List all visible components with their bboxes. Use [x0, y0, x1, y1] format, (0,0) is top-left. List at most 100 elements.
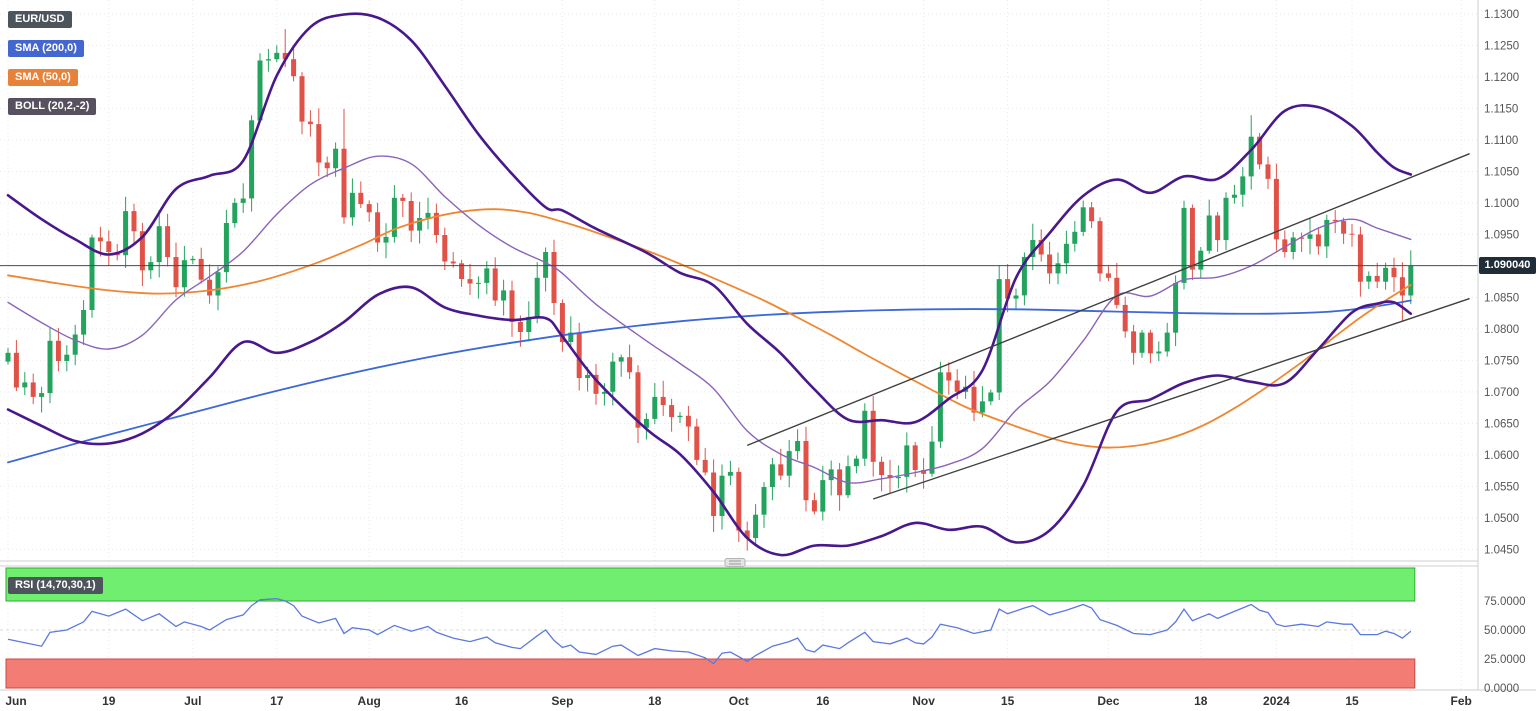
time-tick-label: 18: [1194, 694, 1208, 708]
rsi-axis[interactable]: 75.0000 50.0000 25.0000 0.0000: [1484, 596, 1526, 695]
candle-body: [1047, 254, 1053, 274]
symbol-badge[interactable]: EUR/USD: [8, 11, 72, 28]
candle-body: [971, 386, 977, 413]
candle-body: [517, 321, 523, 332]
candle-body: [694, 426, 700, 460]
candle-body: [408, 201, 414, 231]
rsi-tick-label: 75.0000: [1484, 596, 1526, 608]
candle-body: [1105, 273, 1111, 278]
candle-body: [55, 340, 61, 361]
candle-body: [1223, 197, 1229, 240]
candle-body: [568, 332, 574, 342]
time-tick-label: 15: [1001, 694, 1015, 708]
boll-legend-badge[interactable]: BOLL (20,2,-2): [8, 98, 97, 115]
sma200-legend-badge[interactable]: SMA (200,0): [8, 40, 84, 57]
candle-body: [13, 352, 19, 388]
candle-body: [232, 202, 238, 224]
candle-body: [1366, 275, 1372, 282]
candle-body: [97, 237, 103, 242]
candle-body: [1248, 136, 1254, 177]
candle-body: [795, 441, 801, 452]
candlestick-series[interactable]: [5, 29, 1414, 551]
candle-body: [148, 262, 154, 271]
candle-body: [702, 459, 708, 473]
candle-body: [1349, 233, 1355, 235]
candle-body: [207, 279, 213, 296]
time-axis[interactable]: Jun 19 Jul 17 Aug 16 Sep 18 Oct 16 Nov 15 Dec 18 2024 1…: [5, 694, 1472, 708]
panel-resize-handle[interactable]: [724, 558, 746, 567]
rsi-line: [7, 598, 1412, 665]
candle-body: [669, 405, 675, 418]
candle-body: [299, 76, 305, 122]
candle-body: [72, 334, 78, 355]
candle-body: [106, 241, 112, 252]
candle-body: [837, 469, 843, 496]
candle-body: [282, 52, 288, 60]
candle-body: [727, 471, 733, 476]
price-tick-label: 1.1150: [1484, 103, 1518, 115]
candle-body: [181, 260, 187, 288]
sma50-legend-badge[interactable]: SMA (50,0): [8, 69, 78, 86]
candle-body: [534, 277, 540, 317]
candle-body: [484, 268, 490, 283]
rsi-legend-badge[interactable]: RSI (14,70,30,1): [8, 577, 103, 594]
price-tick-label: 1.0600: [1484, 450, 1519, 462]
candle-body: [1257, 136, 1263, 165]
candle-body: [383, 236, 389, 243]
candle-body: [1097, 221, 1103, 274]
sma200-line: [7, 299, 1412, 464]
candle-body: [1189, 207, 1195, 270]
boll-lower-band-line: [6, 285, 1413, 557]
time-tick-label: Jun: [5, 694, 26, 708]
price-tick-label: 1.0800: [1484, 324, 1519, 336]
candle-body: [22, 382, 28, 388]
candle-body: [1114, 277, 1120, 305]
candle-body: [1080, 207, 1086, 232]
time-tick-label: 16: [816, 694, 830, 708]
rsi-tick-label: 50.0000: [1484, 625, 1526, 637]
candle-body: [753, 514, 759, 538]
price-tick-label: 1.1050: [1484, 166, 1519, 178]
trendline-2[interactable]: [872, 297, 1470, 500]
candle-body: [853, 458, 859, 467]
candle-body: [123, 211, 129, 256]
candle-body: [433, 212, 439, 235]
candle-body: [526, 316, 532, 332]
rsi-overbought-zone: [5, 567, 1416, 602]
candle-body: [1341, 221, 1347, 234]
candle-body: [316, 124, 322, 163]
candle-body: [887, 475, 893, 479]
rsi-oversold-zone: [5, 658, 1416, 689]
candle-body: [744, 530, 750, 539]
candle-body: [946, 372, 952, 381]
price-tick-label: 1.1200: [1484, 72, 1519, 84]
candle-body: [1391, 267, 1397, 278]
candle-body: [1030, 240, 1036, 257]
candle-body: [643, 419, 649, 428]
price-tick-label: 1.0650: [1484, 418, 1519, 430]
candle-body: [1273, 178, 1279, 240]
candle-body: [845, 466, 851, 496]
candle-body: [291, 59, 297, 77]
candle-body: [81, 310, 87, 335]
candle-body: [467, 279, 473, 284]
trendline-1[interactable]: [746, 153, 1470, 447]
candle-body: [585, 374, 591, 378]
candle-body: [1282, 239, 1288, 252]
price-tick-label: 1.0500: [1484, 513, 1519, 525]
candle-body: [1324, 219, 1330, 247]
candle-body: [1156, 351, 1162, 354]
candle-body: [139, 231, 145, 271]
candle-body: [736, 471, 742, 531]
candle-body: [30, 382, 36, 397]
candle-body: [1005, 279, 1011, 299]
candle-body: [1021, 257, 1027, 296]
candle-body: [593, 374, 599, 394]
price-axis[interactable]: 1.1300 1.1250 1.1200 1.1150 1.1100 1.1050 1.10…: [1484, 9, 1519, 557]
candle-body: [215, 272, 221, 296]
time-tick-label: Dec: [1097, 694, 1119, 708]
candle-body: [400, 197, 406, 201]
price-tick-label: 1.0950: [1484, 229, 1519, 241]
